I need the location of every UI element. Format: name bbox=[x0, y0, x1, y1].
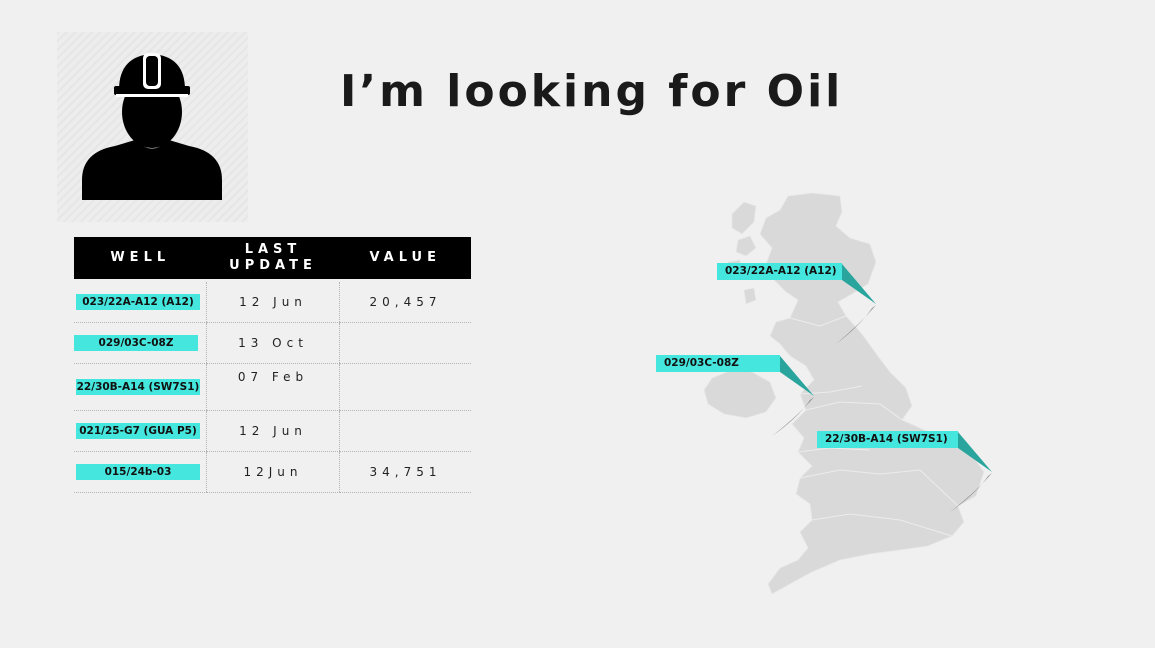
map-pin-label-2: 029/03C-08Z bbox=[656, 355, 780, 372]
header-last-update-line1: LAST bbox=[244, 242, 302, 257]
header-last-update: LAST UPDATE bbox=[206, 237, 340, 281]
table-row: 029/03C-08Z 13 Oct bbox=[74, 322, 471, 364]
map-pin-1 bbox=[836, 264, 876, 344]
map-pin-label-1: 023/22A-A12 (A12) bbox=[717, 263, 842, 280]
table-row: 021/25-G7 (GUA P5) 12 Jun bbox=[74, 410, 471, 452]
well-cell: 015/24b-03 bbox=[74, 451, 207, 493]
value-cell: 20,457 bbox=[339, 280, 471, 323]
uk-map-icon bbox=[703, 192, 985, 595]
map-pin-3 bbox=[950, 432, 992, 512]
date-cell: 07 Feb bbox=[206, 363, 340, 411]
worker-avatar bbox=[57, 32, 248, 222]
map-pin-label-3: 22/30B-A14 (SW7S1) bbox=[817, 431, 958, 448]
map-pin-2 bbox=[772, 356, 814, 436]
well-tag: 015/24b-03 bbox=[76, 464, 200, 480]
date-cell: 12 Jun bbox=[206, 410, 340, 452]
value-cell bbox=[339, 410, 471, 452]
value-cell bbox=[339, 322, 471, 364]
wells-table: WELL LAST UPDATE VALUE 023/22A-A12 (A12)… bbox=[74, 237, 471, 493]
value-cell bbox=[339, 363, 471, 411]
page-title: I’m looking for Oil bbox=[340, 66, 844, 117]
header-last-update-line2: UPDATE bbox=[229, 258, 317, 273]
table-header-row: WELL LAST UPDATE VALUE bbox=[74, 237, 471, 281]
well-tag: 023/22A-A12 (A12) bbox=[76, 294, 200, 310]
header-value: VALUE bbox=[339, 237, 471, 281]
value-cell: 34,751 bbox=[339, 451, 471, 493]
well-cell: 22/30B-A14 (SW7S1) bbox=[74, 363, 207, 411]
date-cell: 12 Jun bbox=[206, 280, 340, 323]
well-cell: 029/03C-08Z bbox=[74, 322, 207, 364]
worker-hardhat-icon bbox=[82, 53, 222, 200]
table-row: 22/30B-A14 (SW7S1) 07 Feb bbox=[74, 363, 471, 411]
header-well: WELL bbox=[74, 237, 207, 281]
table-row: 023/22A-A12 (A12) 12 Jun 20,457 bbox=[74, 280, 471, 323]
well-tag: 021/25-G7 (GUA P5) bbox=[76, 423, 200, 439]
date-cell: 12Jun bbox=[206, 451, 340, 493]
well-tag: 22/30B-A14 (SW7S1) bbox=[76, 379, 200, 395]
well-cell: 023/22A-A12 (A12) bbox=[74, 280, 207, 323]
well-tag: 029/03C-08Z bbox=[74, 335, 198, 351]
date-cell: 13 Oct bbox=[206, 322, 340, 364]
well-cell: 021/25-G7 (GUA P5) bbox=[74, 410, 207, 452]
table-row: 015/24b-03 12Jun 34,751 bbox=[74, 451, 471, 493]
